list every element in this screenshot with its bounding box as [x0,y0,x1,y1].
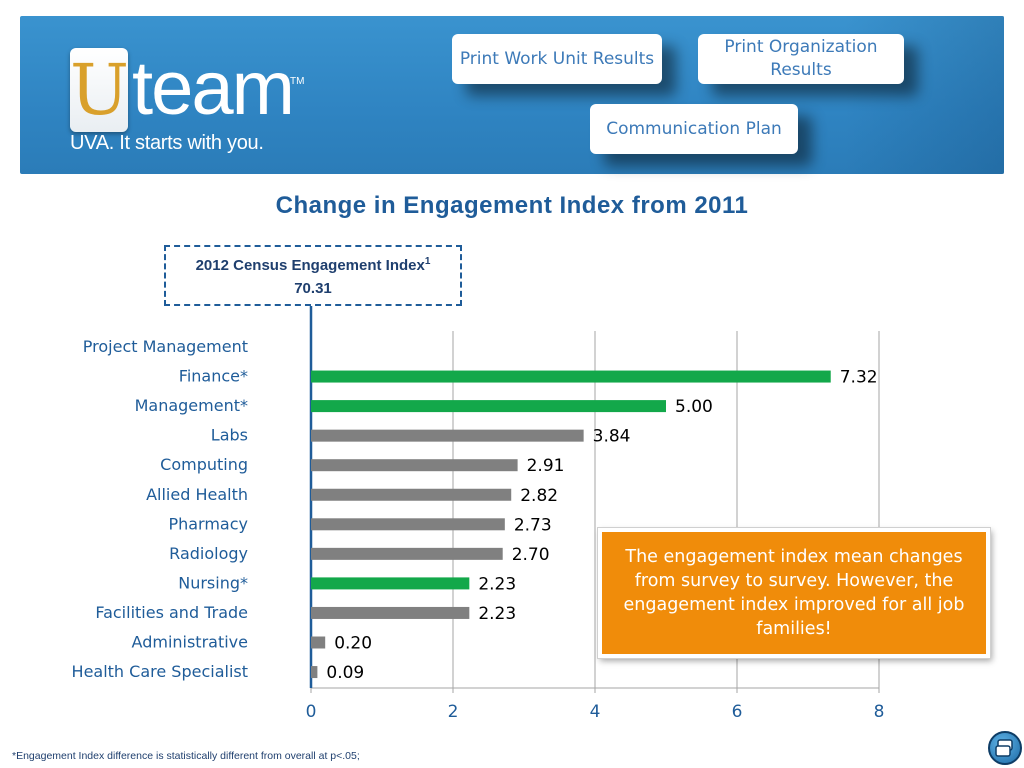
value-label: 5.00 [675,397,713,417]
uteam-logo-word: team [132,46,295,131]
bar [311,666,318,679]
category-label: Management* [135,396,248,415]
print-work-unit-results-label: Print Work Unit Results [459,48,655,69]
print-organization-results-button[interactable]: Print Organization Results [698,34,904,84]
value-label: 2.73 [514,515,552,535]
bar [311,429,584,442]
category-label: Computing [160,455,248,474]
category-label: Nursing* [178,573,248,592]
category-label: Finance* [179,367,248,386]
monitor-help-icon [995,739,1013,757]
x-tick-label: 8 [874,702,885,722]
category-label: Pharmacy [168,514,248,533]
callout-text: The engagement index mean changes from s… [623,547,965,639]
value-label: 2.70 [512,545,550,565]
logo-tagline: UVA. It starts with you. [70,132,264,154]
category-label: Health Care Specialist [72,662,248,681]
census-footnote-marker: 1 [424,256,431,267]
footnote: *Engagement Index difference is statisti… [12,750,360,762]
communication-plan-label: Communication Plan [606,118,782,139]
category-label: Labs [211,426,248,445]
print-organization-results-label: Print Organization Results [724,37,878,80]
bar [311,400,666,413]
value-label: 0.09 [326,663,364,683]
help-button[interactable] [988,731,1022,765]
category-label: Project Management [83,337,248,356]
category-label: Radiology [169,544,248,563]
x-tick-label: 4 [590,702,601,722]
chart-title: Change in Engagement Index from 2011 [275,192,749,219]
trademark-mark: TM [290,76,305,87]
value-label: 7.32 [840,368,878,388]
value-label: 2.23 [478,604,516,624]
value-label: 2.82 [520,486,558,506]
uteam-logo-letter: U [70,48,129,132]
census-label: 2012 Census Engagement Index [195,257,425,274]
bar [311,577,470,590]
census-value: 70.31 [294,280,332,297]
x-tick-label: 2 [448,702,459,722]
value-label: 3.84 [593,427,631,447]
bar [311,547,503,560]
category-label: Allied Health [146,485,248,504]
bar [311,459,518,472]
value-label: 2.91 [527,456,565,476]
census-box: 2012 Census Engagement Index1 70.31 [164,245,462,306]
x-tick-label: 6 [732,702,743,722]
category-label: Facilities and Trade [95,603,248,622]
bar [311,606,470,619]
bar [311,488,512,501]
callout-box: The engagement index mean changes from s… [598,528,990,658]
bar [311,370,831,383]
bar [311,636,326,649]
x-tick-label: 0 [306,702,317,722]
value-label: 2.23 [478,574,516,594]
value-label: 0.20 [334,634,372,654]
print-work-unit-results-button[interactable]: Print Work Unit Results [452,34,662,84]
communication-plan-button[interactable]: Communication Plan [590,104,798,154]
census-label-row: 2012 Census Engagement Index1 [166,256,460,274]
category-label: Administrative [132,633,248,652]
bar [311,518,505,531]
